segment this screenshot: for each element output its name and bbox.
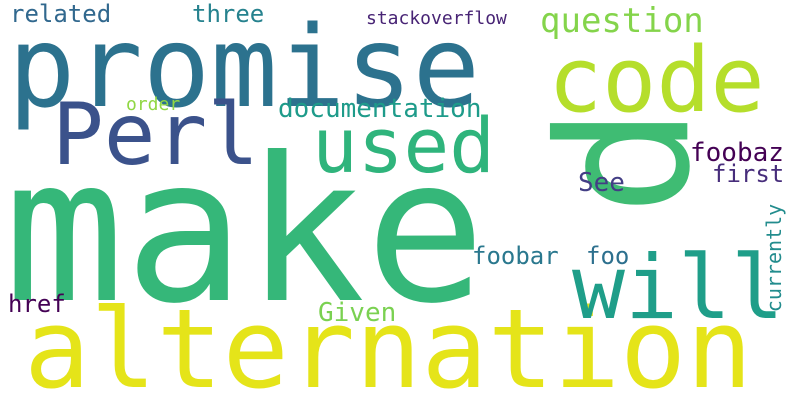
word-foo: foo [586, 242, 630, 270]
word-documentation: documentation [278, 94, 482, 124]
word-currently: currently [762, 203, 787, 313]
word-foobar: foobar [472, 242, 559, 270]
word-question: question [540, 1, 704, 41]
word-order: order [126, 94, 181, 115]
word-used: used [312, 101, 496, 190]
word-perl: Perl [52, 85, 260, 185]
word-related: related [10, 0, 112, 28]
word-alternation: alternation [24, 285, 753, 400]
word-make: make [4, 115, 486, 348]
word-see: See [578, 168, 625, 198]
word-stackoverflow: stackoverflow [366, 8, 507, 29]
word-three: three [192, 0, 265, 28]
word-promise: promise [8, 3, 481, 133]
word-foobaz: foobaz [690, 138, 784, 168]
word-given: Given [318, 298, 397, 328]
word-will: will [572, 236, 784, 339]
word-code: code [548, 28, 765, 133]
word-href: href [8, 290, 66, 318]
word-first: first [712, 160, 785, 188]
